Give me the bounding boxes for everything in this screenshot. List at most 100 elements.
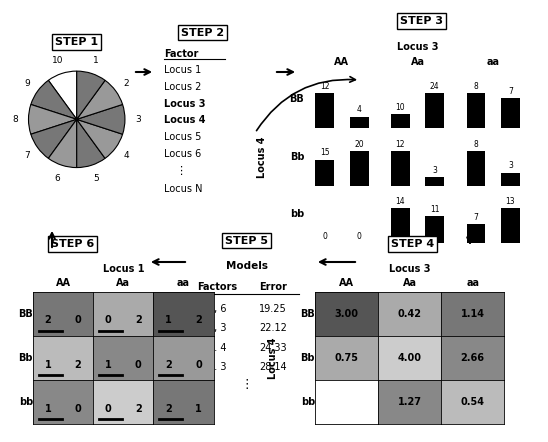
Text: Models: Models (226, 261, 267, 271)
Text: 3: 3 (508, 161, 513, 171)
Wedge shape (31, 80, 77, 119)
Text: 10: 10 (396, 103, 405, 111)
Text: 0: 0 (195, 360, 202, 370)
Text: Aa: Aa (116, 278, 130, 288)
Text: Locus 4: Locus 4 (164, 115, 206, 126)
Text: 12: 12 (396, 140, 405, 149)
Text: Factor: Factor (164, 49, 199, 59)
Text: 2: 2 (135, 404, 142, 414)
Text: 1, 3: 1, 3 (208, 323, 227, 333)
Text: STEP 5: STEP 5 (225, 236, 268, 246)
Text: ⋮: ⋮ (241, 377, 253, 391)
Text: aa: aa (177, 278, 190, 288)
Text: 0.75: 0.75 (335, 353, 358, 363)
Text: Locus N: Locus N (164, 184, 203, 194)
Wedge shape (77, 104, 125, 134)
Text: 11: 11 (430, 205, 439, 213)
Bar (350, 117, 369, 128)
Text: BB: BB (18, 309, 33, 319)
Text: 0: 0 (75, 404, 82, 414)
Bar (391, 151, 410, 186)
Text: 2.66: 2.66 (461, 353, 484, 363)
Bar (425, 177, 444, 186)
Text: 7: 7 (473, 213, 478, 222)
Text: 0: 0 (75, 316, 82, 325)
Text: 5: 5 (93, 174, 99, 183)
Text: 24: 24 (430, 82, 439, 91)
Title: STEP 1: STEP 1 (55, 37, 98, 47)
Text: Locus 4: Locus 4 (269, 337, 278, 379)
Bar (315, 93, 334, 128)
Text: 3: 3 (432, 166, 437, 175)
Text: 4.00: 4.00 (398, 353, 421, 363)
Text: 13: 13 (506, 197, 515, 206)
Text: aa: aa (487, 57, 500, 67)
Text: AA: AA (55, 278, 71, 288)
Text: Locus 3: Locus 3 (389, 264, 430, 274)
Text: Locus 3: Locus 3 (164, 99, 206, 109)
Text: 1: 1 (195, 404, 202, 414)
Wedge shape (48, 119, 77, 168)
Bar (501, 172, 520, 186)
Text: 0: 0 (105, 316, 112, 325)
Wedge shape (48, 71, 77, 119)
Text: Aa: Aa (410, 57, 425, 67)
Text: 19.25: 19.25 (259, 304, 287, 314)
Bar (391, 208, 410, 243)
Text: 15: 15 (320, 149, 329, 157)
Text: 2: 2 (165, 360, 172, 370)
Text: 8: 8 (473, 82, 478, 91)
Text: Bb: Bb (301, 353, 315, 363)
Bar (391, 114, 410, 128)
Text: BB: BB (289, 95, 304, 104)
Text: 2: 2 (195, 316, 202, 325)
Text: 0: 0 (357, 232, 362, 241)
Text: 28.14: 28.14 (259, 362, 287, 372)
Text: 14: 14 (396, 197, 405, 206)
Bar (501, 98, 520, 128)
Wedge shape (28, 104, 77, 134)
Text: 24.33: 24.33 (259, 343, 287, 353)
Text: 8: 8 (473, 140, 478, 149)
Text: 6: 6 (55, 174, 60, 183)
Text: Locus 3: Locus 3 (397, 42, 438, 52)
Text: bb: bb (301, 397, 315, 407)
Text: 1: 1 (44, 360, 52, 370)
Wedge shape (31, 119, 77, 158)
Text: 0: 0 (322, 232, 327, 241)
Text: 1.14: 1.14 (461, 309, 484, 319)
Text: 0: 0 (105, 404, 112, 414)
Text: Bb: Bb (19, 353, 33, 363)
Text: 0: 0 (135, 360, 142, 370)
Text: 8: 8 (12, 115, 18, 124)
Text: Locus 4: Locus 4 (258, 136, 267, 178)
Bar (466, 93, 486, 128)
Text: Locus 5: Locus 5 (164, 132, 202, 142)
Text: 1: 1 (165, 316, 172, 325)
Wedge shape (77, 119, 123, 158)
Text: STEP 4: STEP 4 (391, 239, 435, 249)
Text: STEP 3: STEP 3 (400, 16, 443, 26)
Text: 1: 1 (93, 56, 99, 65)
Text: 4: 4 (357, 106, 362, 114)
Text: 4: 4 (124, 151, 129, 160)
Text: 1: 1 (105, 360, 112, 370)
Text: 20: 20 (355, 140, 364, 149)
Text: 1: 1 (44, 404, 52, 414)
Text: Locus 1: Locus 1 (102, 264, 144, 274)
Text: 12: 12 (320, 82, 329, 91)
Wedge shape (77, 80, 123, 119)
Wedge shape (77, 119, 105, 168)
Text: 2. 4: 2. 4 (208, 343, 227, 353)
Text: 0.54: 0.54 (461, 397, 484, 407)
Text: 2. 3: 2. 3 (208, 362, 227, 372)
Text: 1.27: 1.27 (398, 397, 421, 407)
Text: Locus 2: Locus 2 (164, 82, 202, 92)
Text: bb: bb (19, 397, 33, 407)
Text: AA: AA (339, 278, 354, 288)
Text: 9: 9 (24, 79, 30, 88)
Text: STEP 2: STEP 2 (181, 28, 224, 38)
Text: Aa: Aa (403, 278, 416, 288)
Text: 2: 2 (165, 404, 172, 414)
Text: bb: bb (290, 210, 304, 219)
